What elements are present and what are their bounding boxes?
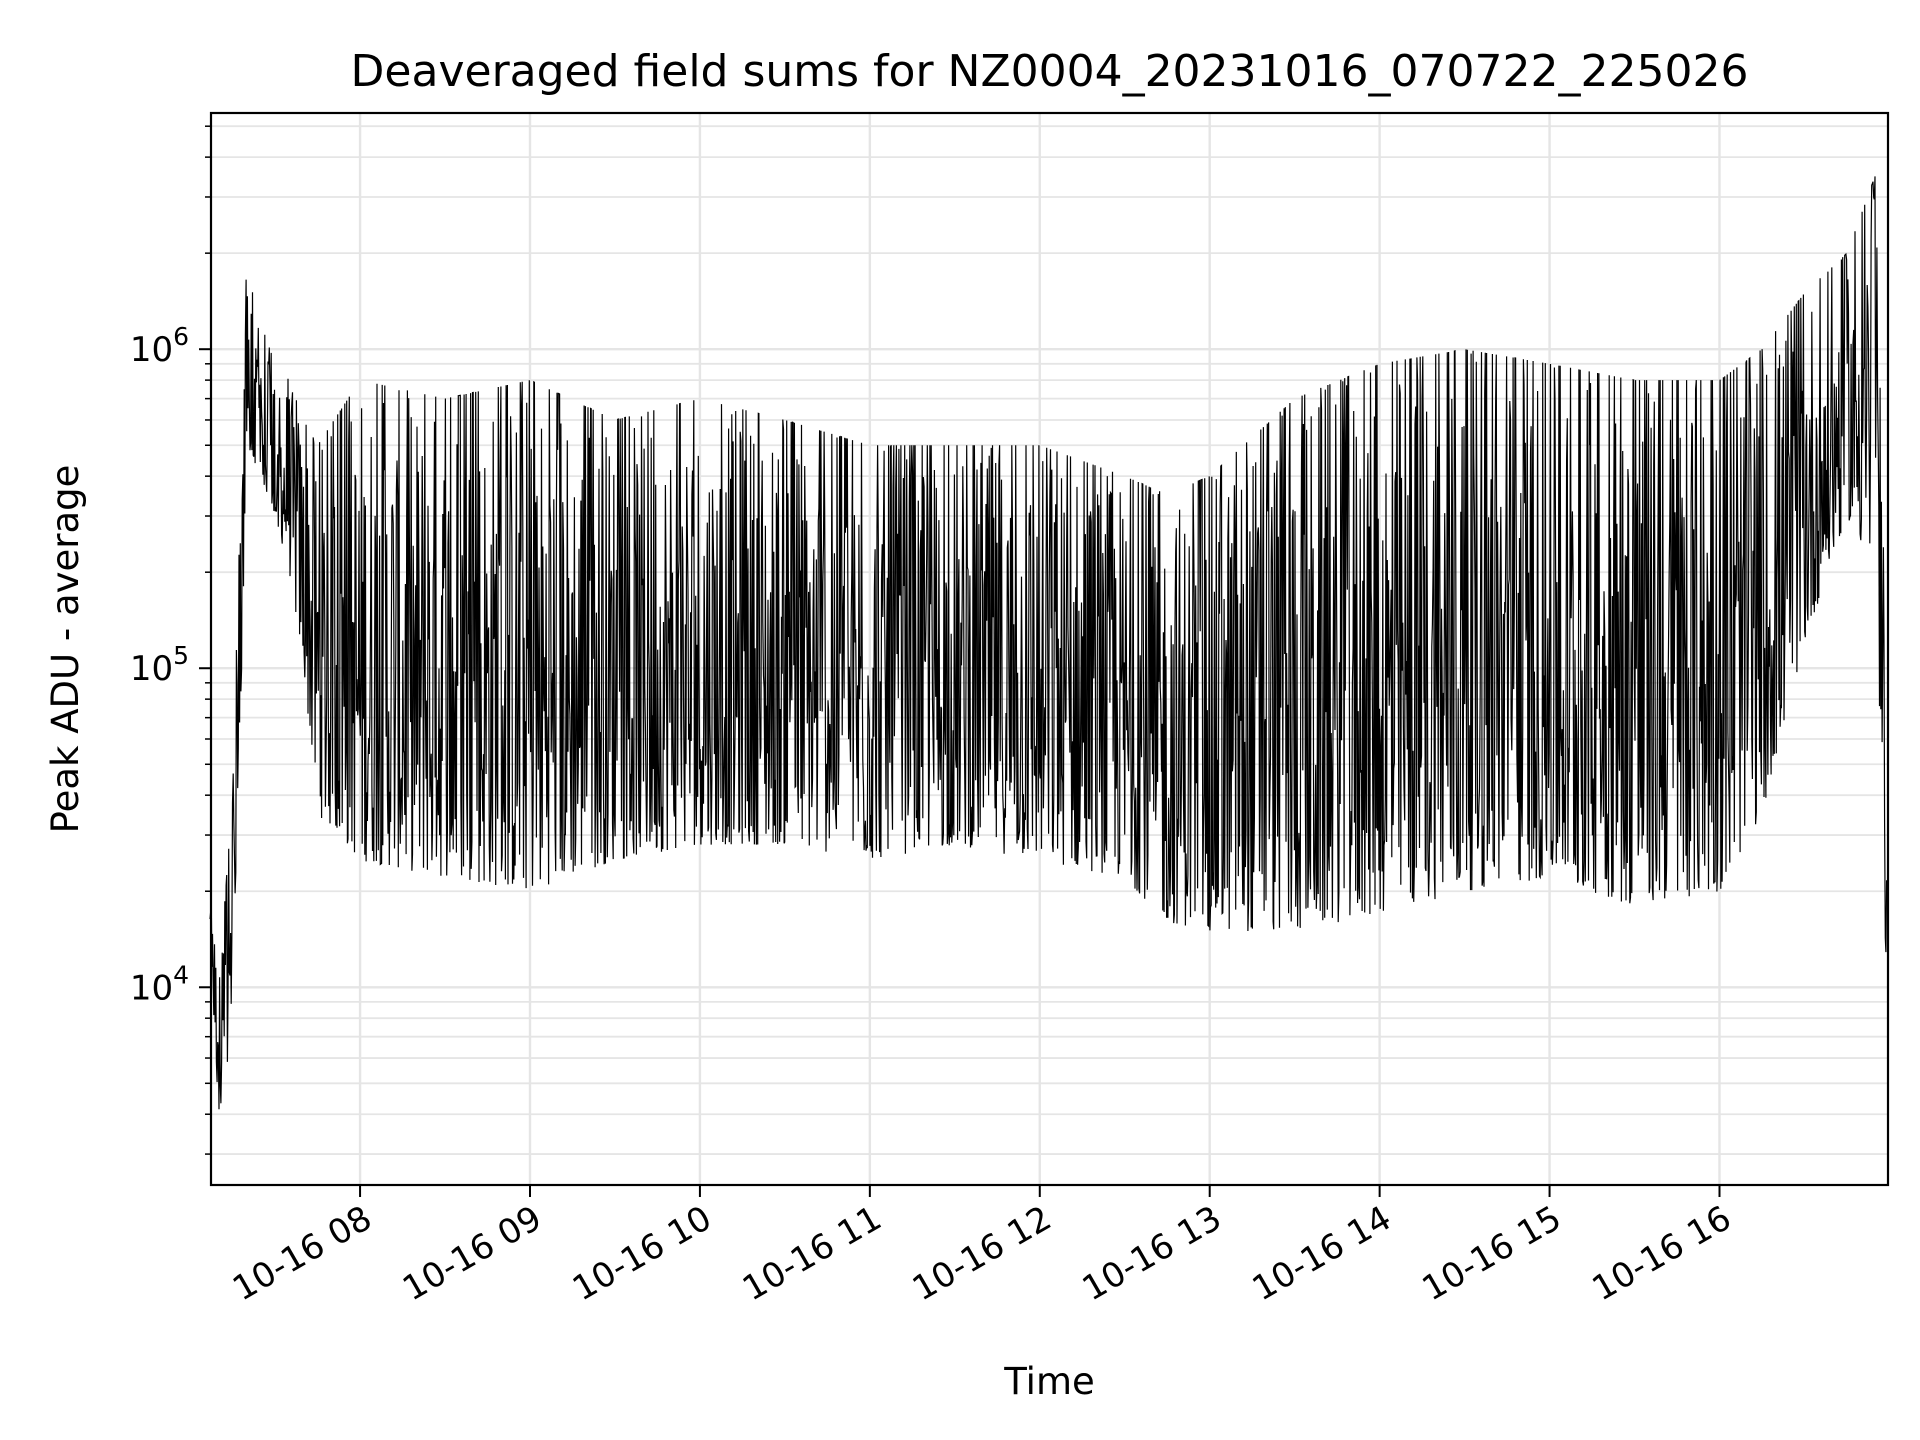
x-tick-label: 10-16 16 <box>1586 1198 1738 1309</box>
x-tick-label: 10-16 08 <box>226 1198 378 1309</box>
y-axis-ticks: 104 105 106 <box>130 125 211 1155</box>
y-tick-label: 105 <box>130 641 189 689</box>
x-tick-label: 10-16 11 <box>736 1198 888 1309</box>
series-peak-adu <box>209 176 1888 1110</box>
y-axis-label: Peak ADU - average <box>44 465 87 834</box>
chart-title: Deaveraged field sums for NZ0004_2023101… <box>351 46 1749 97</box>
series-line <box>209 176 1888 1110</box>
y-tick-label: 104 <box>130 960 189 1008</box>
x-tick-label: 10-16 13 <box>1076 1198 1228 1309</box>
x-tick-label: 10-16 12 <box>906 1198 1058 1309</box>
x-tick-label: 10-16 10 <box>566 1198 718 1309</box>
x-axis-label: Time <box>1003 1360 1095 1403</box>
x-tick-label: 10-16 15 <box>1416 1198 1568 1309</box>
x-axis-ticks: 10-16 08 10-16 09 10-16 10 10-16 11 10-16 12… <box>226 1185 1738 1309</box>
x-tick-label: 10-16 09 <box>396 1198 548 1309</box>
x-tick-label: 10-16 14 <box>1246 1198 1398 1309</box>
plot-frame <box>209 111 1890 1187</box>
y-tick-label: 106 <box>130 322 189 370</box>
